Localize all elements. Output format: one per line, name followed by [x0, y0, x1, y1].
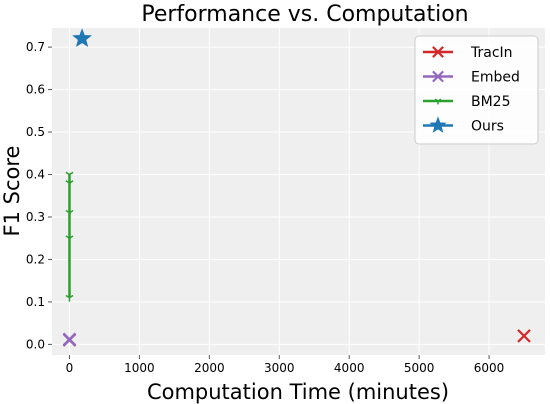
legend-marker [429, 116, 447, 133]
legend-item-bm25: BM25 [423, 94, 511, 110]
data-point [65, 171, 74, 179]
y-tick-label: 0.3 [26, 210, 45, 224]
y-tick-label: 0.7 [26, 40, 45, 54]
legend-marker [432, 46, 444, 58]
legend-item-ours: Ours [423, 116, 504, 135]
x-tick-label: 5000 [404, 361, 435, 375]
series-embed [62, 332, 77, 347]
data-point [65, 294, 74, 302]
data-point [72, 28, 92, 48]
x-tick-label: 4000 [334, 361, 365, 375]
legend-label: BM25 [471, 94, 511, 110]
y-axis-ticks: 0.0 0.1 0.2 0.3 0.4 0.5 0.6 0.7 [26, 40, 52, 351]
data-point [65, 209, 74, 217]
chart-title: Performance vs. Computation [141, 2, 468, 27]
series-ours [72, 28, 92, 48]
y-tick-label: 0.4 [26, 168, 45, 182]
data-point [65, 235, 74, 243]
data-point [65, 180, 74, 188]
y-tick-label: 0.0 [26, 337, 45, 351]
y-tick-label: 0.5 [26, 125, 45, 139]
legend-label: Ours [471, 119, 504, 135]
y-tick-label: 0.6 [26, 83, 45, 97]
legend-label: Embed [471, 70, 520, 86]
data-point [517, 329, 531, 343]
y-axis-label: F1 Score [0, 146, 24, 237]
legend-box [414, 35, 539, 145]
x-axis-ticks: 0 1000 2000 3000 4000 5000 6000 [66, 355, 505, 375]
x-tick-label: 2000 [194, 361, 225, 375]
grid [52, 28, 545, 355]
series-bm25 [65, 171, 74, 302]
legend-marker [432, 70, 444, 83]
x-tick-label: 1000 [124, 361, 155, 375]
legend: TracIn Embed BM25 Ours [414, 35, 539, 145]
data-point [62, 332, 77, 347]
x-tick-label: 3000 [264, 361, 295, 375]
y-tick-label: 0.1 [26, 295, 45, 309]
series-layer [62, 28, 531, 347]
legend-marker [434, 98, 442, 105]
legend-item-tracin: TracIn [423, 45, 513, 61]
x-tick-label: 6000 [474, 361, 505, 375]
legend-label: TracIn [470, 45, 513, 61]
x-axis-label: Computation Time (minutes) [147, 380, 449, 404]
legend-item-embed: Embed [423, 70, 520, 86]
series-tracin [517, 329, 531, 343]
x-tick-label: 0 [66, 361, 74, 375]
y-tick-label: 0.2 [26, 252, 45, 266]
